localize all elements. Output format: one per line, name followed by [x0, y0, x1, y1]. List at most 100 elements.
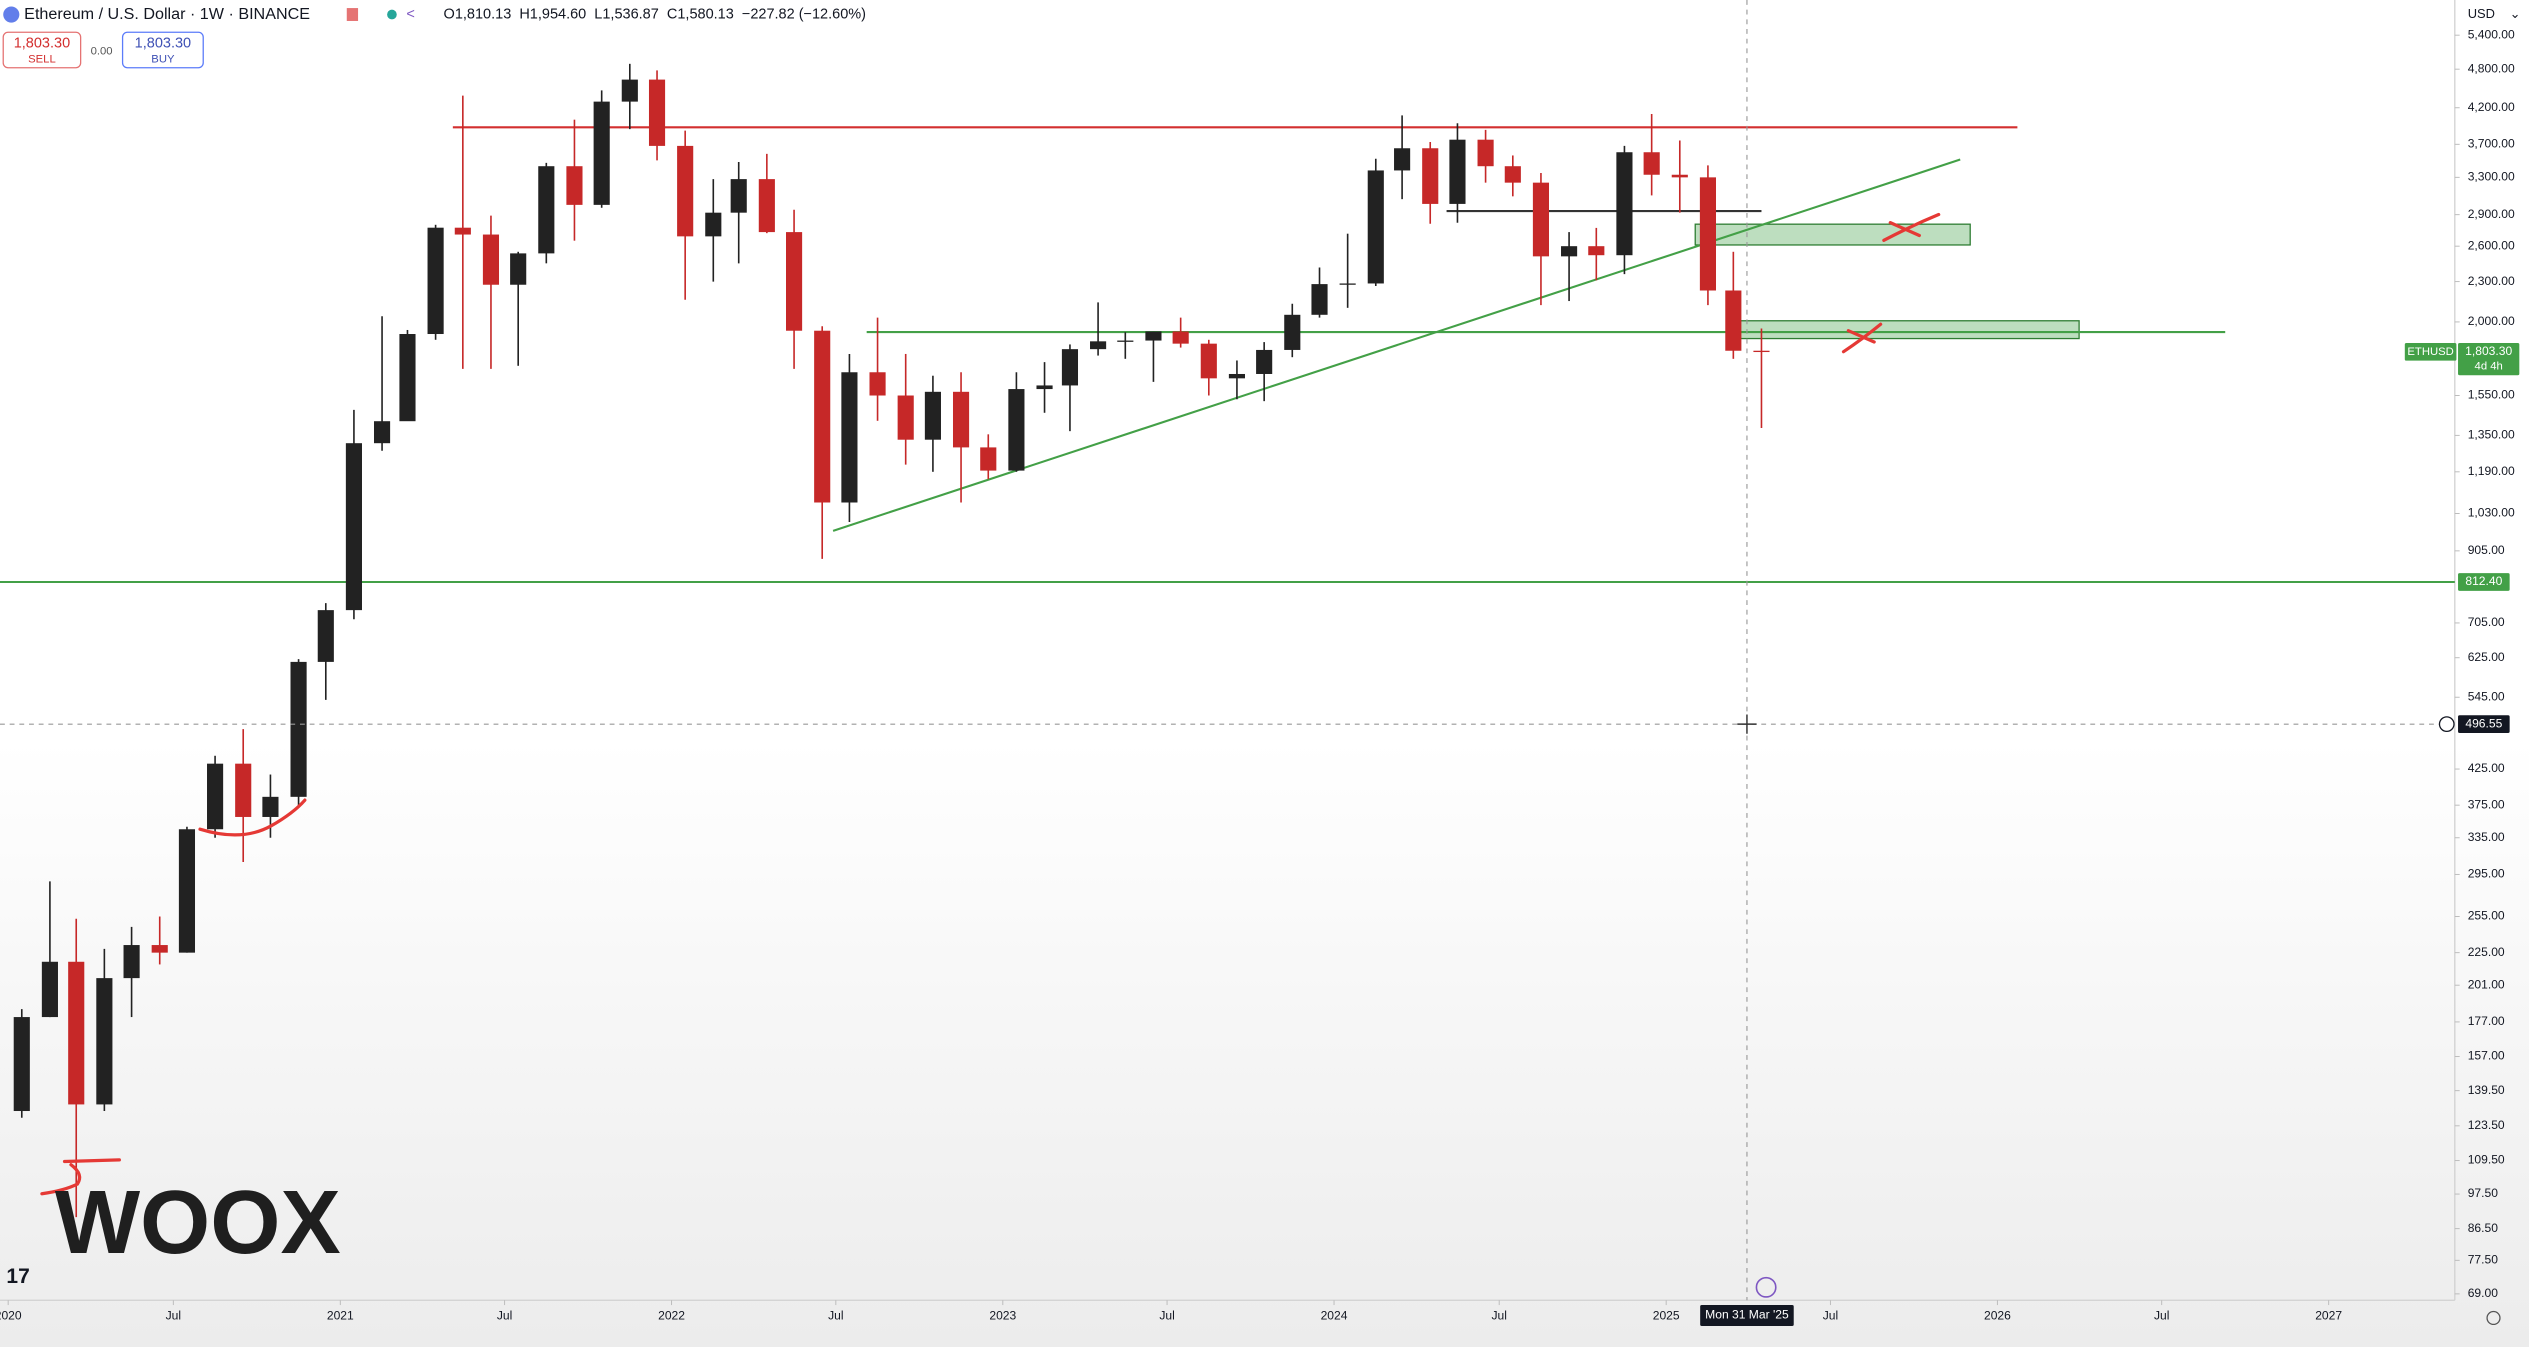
y-tick-label: 545.00	[2468, 689, 2505, 703]
candle-body	[151, 945, 168, 953]
candle-body	[1643, 152, 1660, 175]
candle-body	[1090, 341, 1107, 350]
candle-body	[814, 330, 831, 503]
symbol-title[interactable]: Ethereum / U.S. Dollar · 1W · BINANCE	[24, 5, 310, 23]
flag-icon[interactable]	[346, 8, 359, 21]
currency-caret[interactable]: ⌄	[2510, 6, 2521, 21]
crosshair-add-icon[interactable]	[2438, 716, 2455, 733]
candle-body	[897, 395, 914, 440]
y-tick-label: 97.50	[2468, 1186, 2499, 1200]
x-tick-label: 2026	[1984, 1309, 2011, 1323]
buy-price: 1,803.30	[135, 35, 191, 51]
candle-body	[207, 763, 224, 830]
hand-mark	[1888, 221, 1921, 238]
candle-body	[317, 610, 334, 662]
x-tick-label: 2025	[1653, 1309, 1680, 1323]
candle-body	[1671, 174, 1688, 178]
y-tick-label: 905.00	[2468, 543, 2505, 557]
candle-body	[1532, 182, 1550, 257]
candle-body	[758, 179, 775, 233]
x-tick-label: 2022	[658, 1309, 685, 1323]
share-icon[interactable]: <	[406, 6, 414, 22]
y-tick-label: 375.00	[2468, 797, 2505, 811]
ohlc-high: H1,954.60	[519, 6, 586, 22]
candle-body	[924, 391, 941, 440]
candle-body	[841, 372, 858, 503]
y-tick-label: 86.50	[2468, 1221, 2499, 1235]
candle-body	[786, 232, 803, 331]
y-tick-label: 77.50	[2468, 1253, 2499, 1267]
candle-body	[345, 443, 362, 611]
sell-price: 1,803.30	[14, 35, 70, 51]
candle-body	[1367, 170, 1384, 284]
candle-body	[1477, 139, 1494, 167]
candle-body	[538, 166, 555, 254]
status-dot	[387, 9, 397, 20]
y-tick-label: 139.50	[2468, 1083, 2505, 1097]
x-tick-label: Jul	[1159, 1309, 1174, 1323]
currency[interactable]: USD	[2468, 6, 2495, 21]
buy-button[interactable]	[121, 31, 204, 69]
candle-body	[482, 234, 500, 285]
x-tick-label: 2021	[327, 1309, 354, 1323]
candle-body	[1699, 177, 1716, 291]
crosshair-y-label: 496.55	[2465, 716, 2502, 730]
y-tick-label: 705.00	[2468, 615, 2505, 629]
candle-body	[96, 978, 113, 1105]
axes: 5,400.00 4,800.00 4,200.00 3,700.00 3,300.00…	[0, 27, 2520, 1327]
zone-box	[1734, 320, 2080, 340]
y-tick-label: 157.00	[2468, 1049, 2505, 1063]
candle-body	[1422, 148, 1439, 204]
candle-body	[730, 179, 747, 213]
x-tick-label: Jul	[497, 1309, 512, 1323]
sell-button[interactable]	[2, 31, 82, 69]
bar-countdown: 4d 4h	[2475, 360, 2503, 372]
ohlc-change: −227.82 (−12.60%)	[742, 6, 866, 22]
symbol-label: ETHUSD	[2407, 346, 2453, 358]
y-tick-label: 123.50	[2468, 1118, 2505, 1132]
y-tick-label: 3,300.00	[2468, 170, 2515, 184]
hand-mark	[40, 1158, 121, 1196]
zone-box	[1694, 223, 1971, 246]
crosshair-y-label-box	[2458, 715, 2510, 734]
candle-body	[399, 334, 416, 422]
y-tick-label: 1,030.00	[2468, 506, 2515, 520]
replay-icon[interactable]	[1755, 1276, 1777, 1298]
candle-body	[1753, 350, 1770, 353]
candle-body	[980, 447, 997, 471]
tv-logo[interactable]: 17	[6, 1265, 29, 1288]
watermark: WOOX	[55, 1172, 341, 1273]
hand-mark	[198, 798, 307, 837]
candle-body	[1588, 246, 1605, 256]
candle-body	[290, 661, 307, 797]
y-tick-label: 4,800.00	[2468, 61, 2515, 75]
y-tick-label: 425.00	[2468, 761, 2505, 775]
candle-body	[1061, 349, 1079, 386]
y-tick-label: 2,300.00	[2468, 274, 2515, 288]
x-tick-label: Jul	[828, 1309, 843, 1323]
settings-icon[interactable]	[2486, 1310, 2501, 1326]
y-tick-label: 625.00	[2468, 650, 2505, 664]
level-label: 812.40	[2465, 574, 2502, 588]
buy-label: BUY	[151, 54, 175, 66]
candle-body	[1504, 166, 1521, 183]
y-tick-label: 295.00	[2468, 867, 2505, 881]
candle-body	[68, 961, 85, 1105]
candle-body	[262, 796, 279, 817]
candle-body	[705, 212, 722, 237]
candle-body	[1036, 385, 1053, 390]
level-label-box	[2458, 573, 2510, 591]
ohlc-low: L1,536.87	[594, 6, 659, 22]
y-tick-label: 225.00	[2468, 945, 2505, 959]
plot-area	[0, 0, 2455, 1301]
eth-icon	[3, 6, 20, 23]
candle-body	[1284, 314, 1301, 350]
hand-mark	[1882, 212, 1941, 242]
candle-body	[1616, 152, 1633, 256]
candle-body	[123, 945, 140, 979]
last-price-box	[2458, 342, 2520, 376]
candle-body	[952, 391, 970, 448]
candle-body	[1561, 246, 1578, 257]
candle-body	[1725, 290, 1742, 351]
